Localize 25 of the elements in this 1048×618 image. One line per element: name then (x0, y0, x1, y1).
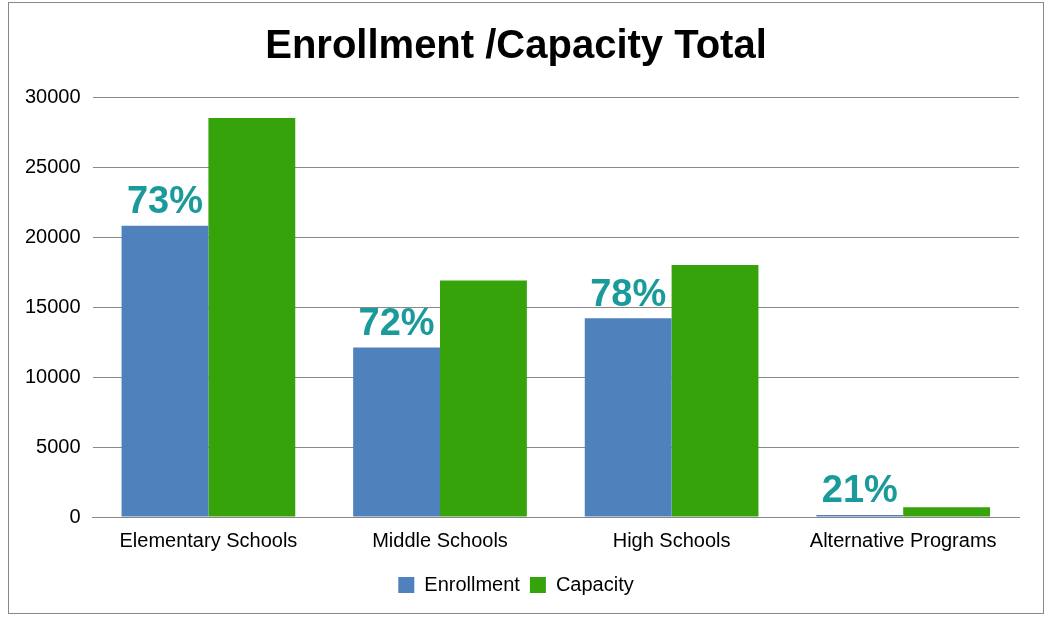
bar (353, 347, 441, 517)
legend-label: Capacity (555, 572, 634, 595)
legend-label: Enrollment (424, 572, 521, 595)
bar (208, 118, 296, 517)
y-tick-label: 20000 (24, 224, 81, 247)
bar (671, 265, 759, 517)
bar (903, 507, 991, 517)
x-tick-label: Elementary Schools (119, 528, 298, 551)
chart-title: Enrollment /Capacity Total (265, 22, 767, 67)
annotation: 73% (126, 179, 204, 222)
y-tick-label: 15000 (24, 294, 81, 317)
bar (440, 280, 527, 517)
x-tick-label: High Schools (612, 528, 731, 551)
x-tick-label: Middle Schools (372, 528, 508, 551)
bar (121, 225, 209, 517)
x-tick-label: Alternative Programs (809, 528, 997, 551)
annotation: 72% (358, 301, 435, 344)
y-tick-label: 10000 (24, 364, 81, 387)
y-tick-label: 5000 (36, 434, 81, 457)
y-tick-label: 0 (69, 504, 81, 527)
annotation: 21% (821, 468, 898, 511)
y-tick-label: 30000 (24, 84, 81, 107)
y-tick-label: 25000 (24, 154, 81, 177)
annotation: 78% (590, 271, 667, 314)
bar (584, 318, 672, 517)
